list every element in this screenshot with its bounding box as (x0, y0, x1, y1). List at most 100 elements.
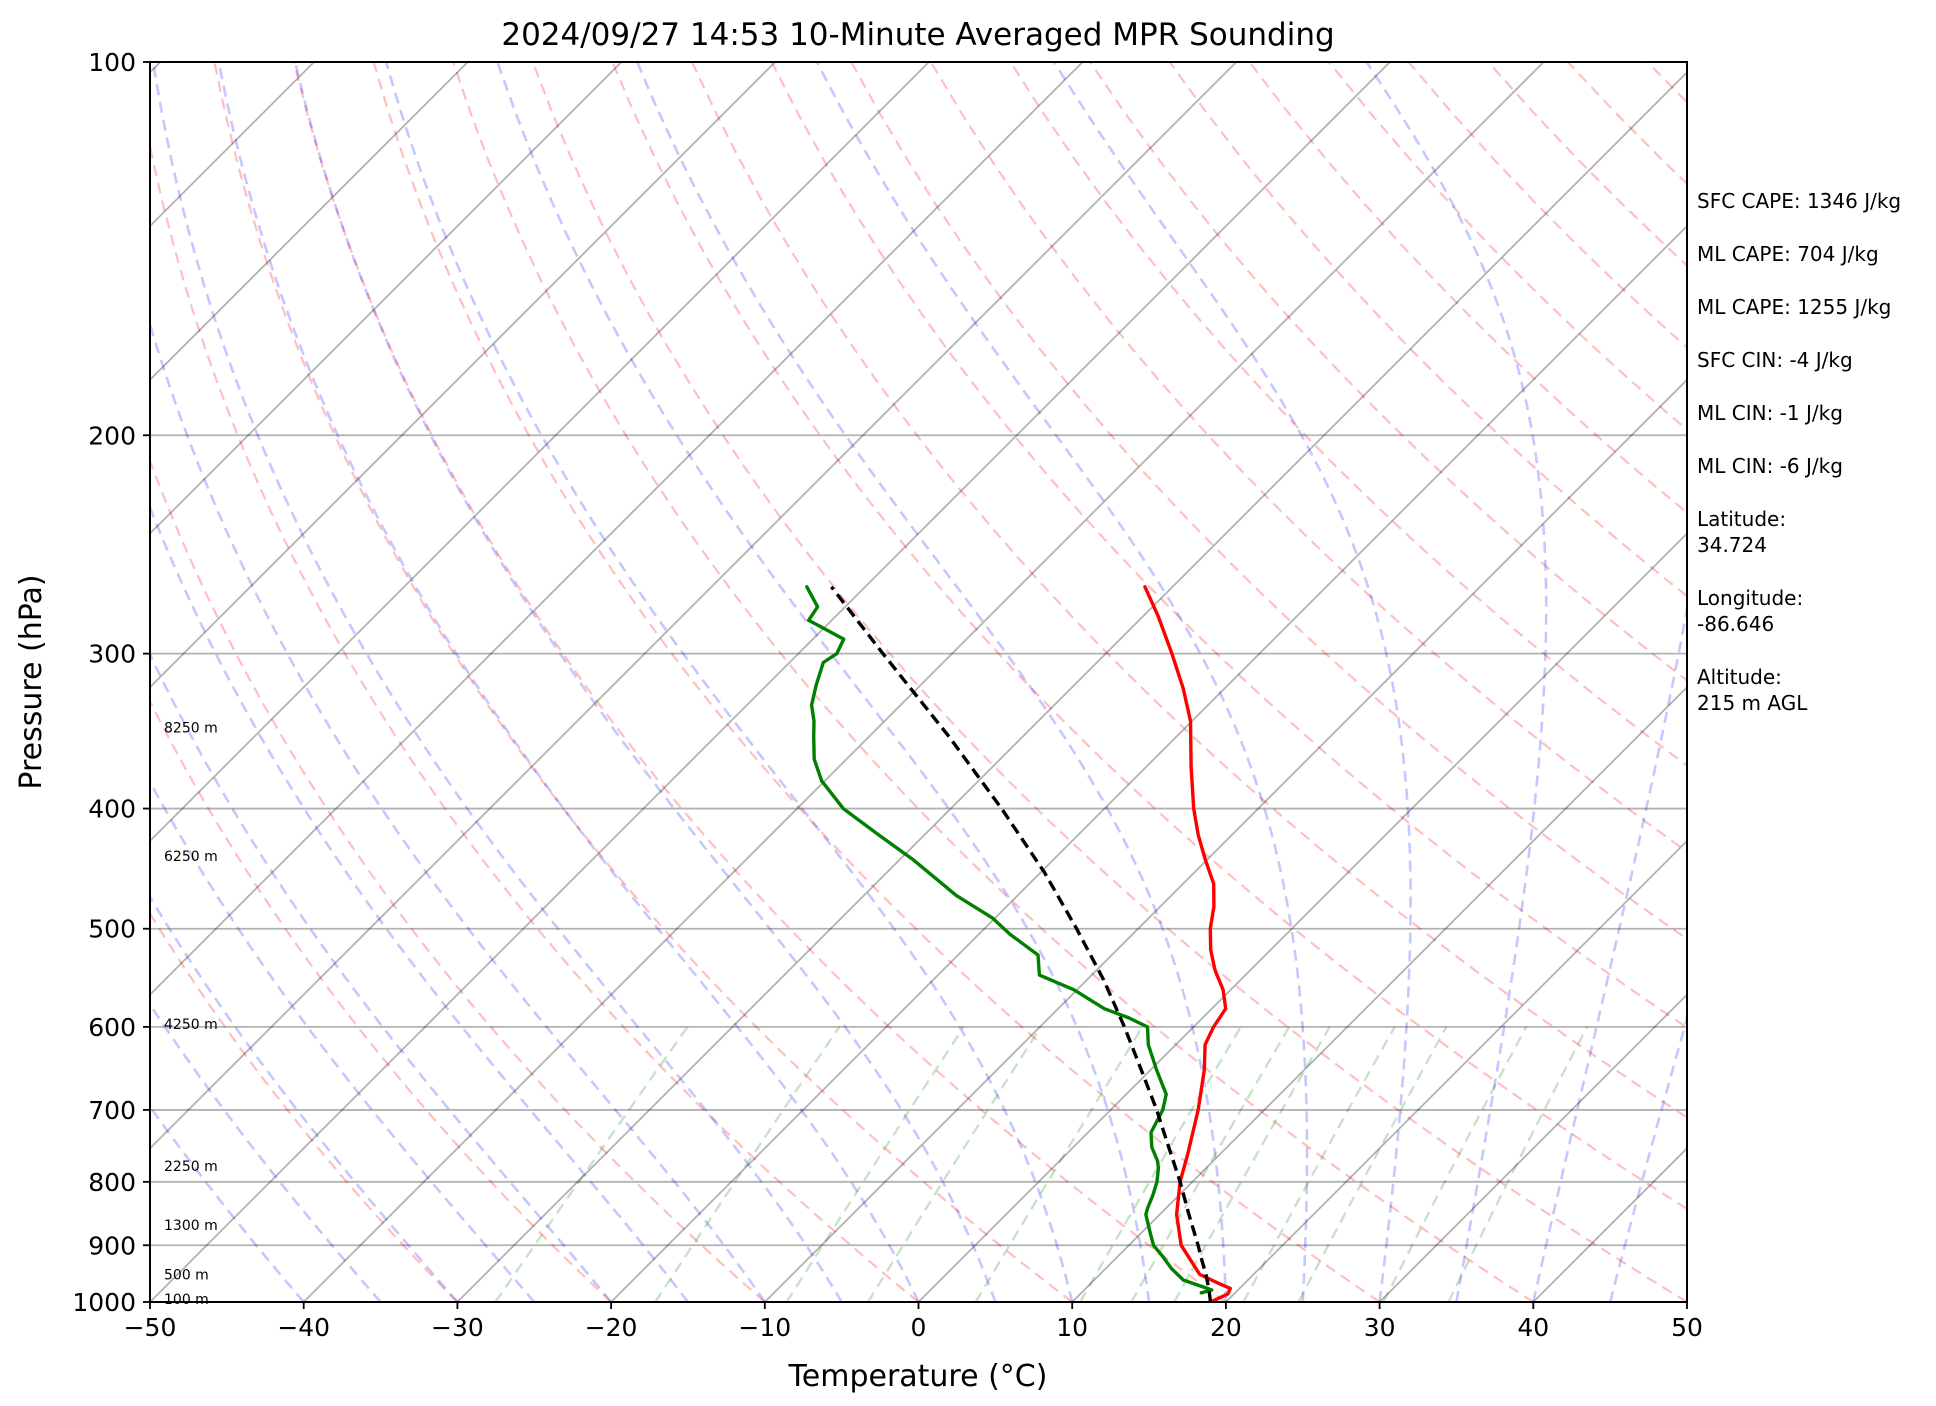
dry-adiabat (691, 62, 1687, 1119)
height-label: 8250 m (164, 720, 218, 736)
mixing-ratio-line (654, 1026, 841, 1302)
moist-adiabat (1365, 62, 1548, 1302)
height-label: 1300 m (164, 1218, 218, 1234)
x-tick-label: −20 (585, 1313, 638, 1342)
chart-title: 2024/09/27 14:53 10-Minute Averaged MPR … (501, 17, 1334, 53)
stat-line: ML CIN: -6 J/kg (1697, 454, 1843, 478)
moist-adiabat (293, 62, 997, 1302)
isotherm (610, 224, 1687, 1302)
location-label: Altitude: (1697, 665, 1782, 689)
dry-adiabat (150, 140, 920, 1302)
y-tick-label: 600 (88, 1013, 136, 1042)
moist-adiabat (1608, 1013, 1687, 1302)
moist-adiabat (150, 1104, 305, 1302)
stat-line: SFC CIN: -4 J/kg (1697, 348, 1853, 372)
isotherm (1225, 839, 1687, 1302)
isotherm (917, 532, 1687, 1302)
location-block: Latitude: 34.724 (1697, 506, 1933, 558)
height-label: 2250 m (164, 1159, 218, 1175)
y-axis-label: Pressure (hPa) (14, 574, 49, 789)
dry-adiabat (150, 911, 459, 1302)
y-tick-label: 100 (88, 48, 136, 77)
dry-adiabat (372, 62, 1381, 1302)
mixing-ratio-line (1079, 1026, 1242, 1302)
sounding-stats-panel: SFC CAPE: 1346 J/kg ML CAPE: 704 J/kg ML C… (1697, 188, 1933, 743)
y-tick-label: 700 (88, 1096, 136, 1125)
stat-line: ML CAPE: 704 J/kg (1697, 242, 1879, 266)
mixing-ratio-line (494, 1026, 689, 1302)
moist-adiabat (150, 779, 536, 1302)
y-tick-label: 900 (88, 1231, 136, 1260)
x-tick-label: 40 (1517, 1313, 1549, 1342)
height-label: 500 m (164, 1267, 209, 1283)
isotherm (1378, 993, 1687, 1302)
x-tick-label: 0 (911, 1313, 927, 1342)
dry-adiabat (452, 62, 1534, 1302)
moist-adiabat (150, 504, 689, 1302)
stat-line: SFC CAPE: 1346 J/kg (1697, 189, 1902, 213)
location-block: Altitude: 215 m AGL (1697, 664, 1933, 716)
x-tick-label: −40 (277, 1313, 330, 1342)
isotherm (150, 62, 930, 843)
isotherm (456, 71, 1687, 1302)
mixing-ratio-line (1242, 1026, 1396, 1302)
y-tick-label: 300 (88, 640, 136, 669)
y-tick-label: 800 (88, 1168, 136, 1197)
dry-adiabat (770, 62, 1687, 1029)
stat-line: ML CIN: -1 J/kg (1697, 401, 1843, 425)
mixing-ratio-line (974, 1026, 1144, 1302)
moist-adiabat (151, 62, 843, 1302)
x-tick-label: −30 (431, 1313, 484, 1342)
height-label: 6250 m (164, 849, 218, 865)
moist-adiabat (496, 62, 1151, 1302)
profile-series-0 (1143, 585, 1233, 1302)
dry-adiabat (611, 62, 1687, 1211)
dry-adiabat (850, 62, 1687, 941)
mixing-ratio-line (1447, 1026, 1589, 1302)
location-value: 34.724 (1697, 533, 1767, 557)
moist-adiabat (150, 319, 766, 1302)
x-tick-label: 10 (1056, 1313, 1088, 1342)
mixing-ratio-line (1297, 1026, 1448, 1302)
stat-line: ML CAPE: 1255 J/kg (1697, 295, 1892, 319)
dry-adiabat (929, 62, 1687, 854)
profile-lines (805, 585, 1233, 1302)
moist-adiabat (384, 62, 1074, 1302)
y-tick-label: 200 (88, 421, 136, 450)
isotherm (303, 62, 1545, 1302)
mixing-ratio-line (1382, 1026, 1528, 1302)
isotherm (150, 62, 1084, 996)
location-label: Longitude: (1697, 586, 1804, 610)
profile-series-2 (830, 585, 1213, 1302)
moist-adiabat (815, 62, 1309, 1302)
y-tick-label: 500 (88, 915, 136, 944)
x-tick-label: 50 (1671, 1313, 1703, 1342)
isotherm (150, 62, 1237, 1150)
dry-adiabat (150, 698, 612, 1302)
height-label: 4250 m (164, 1017, 218, 1033)
profile-series-1 (805, 585, 1214, 1295)
dry-adiabat (292, 62, 1227, 1302)
location-value: 215 m AGL (1697, 691, 1808, 715)
location-value: -86.646 (1697, 612, 1775, 636)
x-tick-label: 30 (1364, 1313, 1396, 1342)
isotherm (764, 378, 1687, 1302)
dry-adiabat (150, 457, 766, 1302)
height-labels: 8250 m 6250 m 4250 m 2250 m 1300 m 500 m 100 m (164, 720, 218, 1307)
moist-adiabat (150, 894, 459, 1302)
pressure-gridlines (150, 434, 1687, 1247)
moist-adiabat (150, 651, 613, 1302)
location-block: Longitude: -86.646 (1697, 585, 1933, 637)
mixing-ratio-line (1130, 1026, 1291, 1302)
isotherm (1071, 685, 1687, 1302)
x-tick-label: −50 (124, 1313, 177, 1342)
dry-adiabat (531, 62, 1687, 1302)
x-tick-label: 20 (1210, 1313, 1242, 1342)
isotherm (150, 62, 469, 382)
dry-adiabat (213, 62, 1073, 1302)
isotherm (150, 62, 623, 535)
mixing-ratio-line (866, 1026, 1042, 1302)
moist-adiabat (636, 62, 1228, 1302)
